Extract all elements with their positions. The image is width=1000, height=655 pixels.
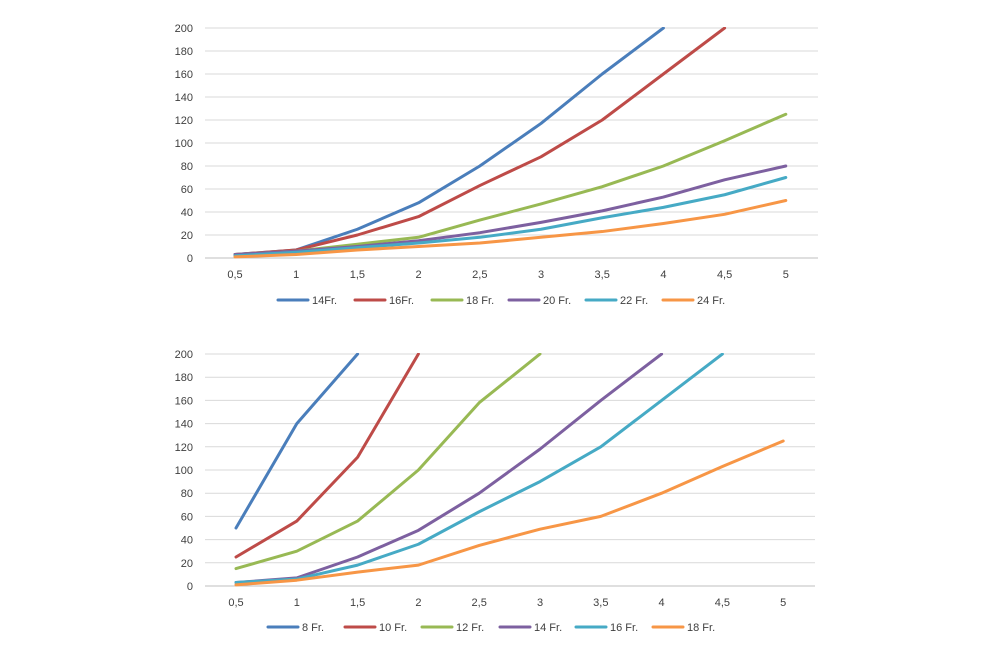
x-tick-label: 3	[538, 269, 544, 281]
line-chart-top: 0 20 40 60 80 100 120 140 160 180 200 0,5 1 1,5 2 2,5 3 3…	[0, 0, 1000, 325]
legend-label: 18 Fr.	[466, 295, 494, 307]
legend-label: 14Fr.	[312, 295, 337, 307]
y-tick-label: 40	[181, 535, 193, 547]
y-tick-label: 60	[181, 511, 193, 523]
y-tick-label: 60	[181, 184, 193, 196]
legend-label: 14 Fr.	[534, 622, 562, 634]
y-tick-label: 20	[181, 230, 193, 242]
y-tick-label: 200	[175, 349, 193, 361]
legend-label: 16Fr.	[389, 295, 414, 307]
y-tick-label: 160	[175, 69, 193, 81]
series-line-2	[233, 27, 727, 257]
x-tick-label: 5	[783, 269, 789, 281]
legend-label: 22 Fr.	[620, 295, 648, 307]
legend-label: 12 Fr.	[456, 622, 484, 634]
legend-label: 16 Fr.	[610, 622, 638, 634]
series-line-1	[234, 353, 360, 530]
chart-bottom-svg: 0 20 40 60 80 100 120 140 160 180 200 0,5 1 1,5 2 2,5 3 3…	[175, 349, 815, 634]
x-tick-label: 1,5	[350, 597, 365, 609]
x-tick-label: 0,5	[228, 597, 243, 609]
series-line-4	[234, 353, 664, 585]
y-tick-label: 180	[175, 46, 193, 58]
y-tick-label: 140	[175, 419, 193, 431]
legend-label: 20 Fr.	[543, 295, 571, 307]
legend-label: 8 Fr.	[302, 622, 324, 634]
series-line-3	[234, 353, 542, 571]
x-tick-label: 0,5	[227, 269, 242, 281]
x-tick-label: 4	[660, 269, 666, 281]
y-tick-label: 0	[187, 253, 193, 265]
y-tick-label: 140	[175, 92, 193, 104]
y-tick-label: 100	[175, 138, 193, 150]
x-tick-label: 4,5	[717, 269, 732, 281]
y-tick-label: 100	[175, 465, 193, 477]
x-tick-label: 2,5	[472, 269, 487, 281]
x-tick-label: 3,5	[595, 269, 610, 281]
chart-top-svg: 0 20 40 60 80 100 120 140 160 180 200 0,5 1 1,5 2 2,5 3 3…	[175, 23, 818, 307]
y-tick-label: 120	[175, 115, 193, 127]
legend-label: 24 Fr.	[697, 295, 725, 307]
series-line-1	[233, 27, 665, 257]
series-line-5	[233, 176, 788, 258]
series-line-5	[234, 353, 724, 585]
y-tick-label: 160	[175, 395, 193, 407]
legend-label: 18 Fr.	[687, 622, 715, 634]
x-tick-label: 1,5	[350, 269, 365, 281]
x-tick-label: 4,5	[715, 597, 730, 609]
x-tick-label: 2	[415, 597, 421, 609]
x-tick-label: 2	[416, 269, 422, 281]
line-chart-bottom: 0 20 40 60 80 100 120 140 160 180 200 0,5 1 1,5 2 2,5 3 3…	[0, 325, 1000, 650]
x-tick-label: 4	[659, 597, 665, 609]
y-tick-label: 40	[181, 207, 193, 219]
y-tick-label: 180	[175, 372, 193, 384]
y-tick-label: 0	[187, 581, 193, 593]
series-line-6	[233, 199, 788, 259]
x-tick-label: 3	[537, 597, 543, 609]
x-tick-label: 1	[294, 597, 300, 609]
y-tick-label: 200	[175, 23, 193, 35]
x-tick-label: 5	[780, 597, 786, 609]
x-tick-label: 2,5	[472, 597, 487, 609]
x-tick-label: 3,5	[593, 597, 608, 609]
y-tick-label: 120	[175, 442, 193, 454]
x-tick-label: 1	[293, 269, 299, 281]
series-line-2	[234, 353, 420, 559]
y-tick-label: 80	[181, 488, 193, 500]
series-line-6	[234, 439, 785, 587]
y-tick-label: 80	[181, 161, 193, 173]
y-tick-label: 20	[181, 558, 193, 570]
legend-label: 10 Fr.	[379, 622, 407, 634]
